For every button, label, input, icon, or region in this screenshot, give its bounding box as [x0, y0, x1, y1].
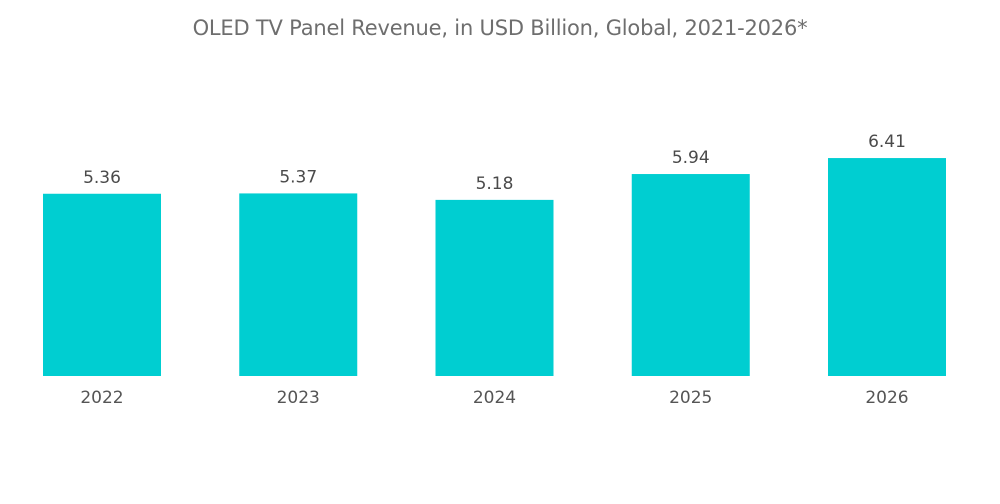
x-tick-label-2022: 2022 — [80, 388, 123, 408]
x-tick-label-2024: 2024 — [473, 388, 516, 408]
value-label-2024: 5.18 — [476, 174, 514, 194]
value-label-2023: 5.37 — [279, 167, 317, 187]
value-label-2022: 5.36 — [83, 168, 121, 188]
chart-title: OLED TV Panel Revenue, in USD Billion, G… — [192, 16, 808, 40]
bar-2025 — [631, 174, 750, 376]
x-tick-label-2025: 2025 — [669, 388, 712, 408]
bar-2024 — [435, 199, 554, 376]
x-tick-label-2023: 2023 — [277, 388, 320, 408]
value-label-2025: 5.94 — [672, 148, 710, 168]
bar-2026 — [828, 158, 946, 376]
x-tick-label-2026: 2026 — [865, 388, 908, 408]
value-label-2026: 6.41 — [868, 132, 906, 152]
bar-2023 — [239, 193, 358, 376]
bar-2022 — [43, 193, 161, 376]
